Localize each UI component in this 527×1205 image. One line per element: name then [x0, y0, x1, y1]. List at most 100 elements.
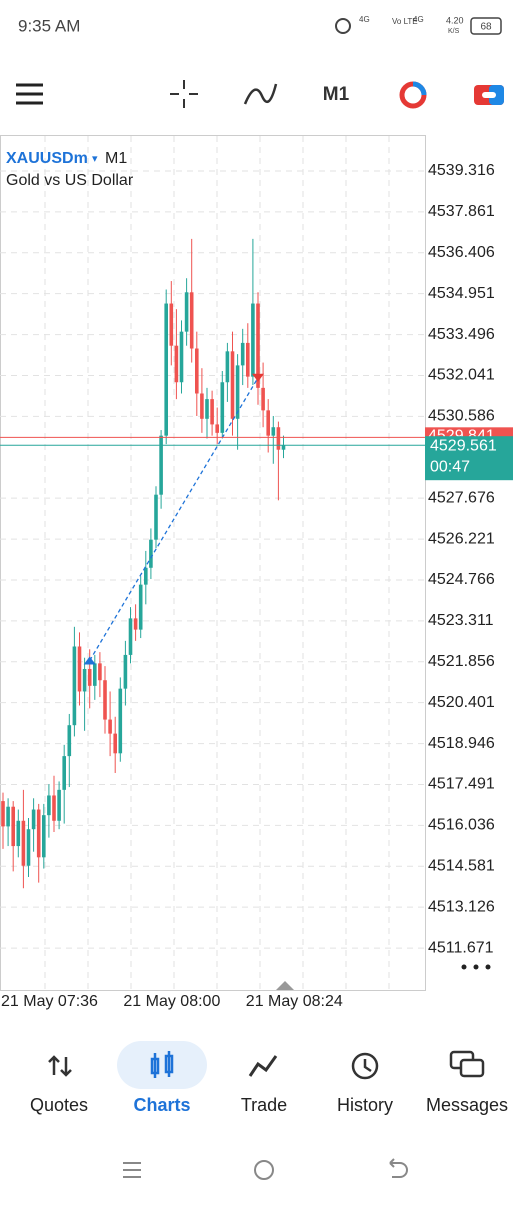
candle-body — [195, 348, 199, 394]
candle-body — [42, 815, 46, 858]
candle-body — [220, 382, 225, 433]
candle-body — [174, 345, 179, 383]
y-tick-label: 4533.496 — [428, 326, 495, 343]
y-tick-label: 4514.581 — [428, 858, 495, 875]
candle-body — [184, 292, 189, 332]
candle-body — [31, 809, 36, 830]
symbol[interactable]: XAUUSDm — [6, 150, 88, 167]
candle-body — [271, 427, 276, 436]
candle-body — [87, 668, 92, 686]
y-tick-label: 4530.586 — [428, 408, 495, 425]
chart-frame — [0, 135, 426, 991]
x-tick-label: 21 May 07:36 — [1, 993, 98, 1010]
trade-icon — [248, 1055, 278, 1077]
countdown: 00:47 — [430, 458, 470, 475]
symbol-dropdown[interactable]: ▾ — [92, 153, 98, 165]
more-dot[interactable] — [485, 964, 491, 970]
nav-tab[interactable]: History — [337, 1095, 393, 1115]
candle-body — [82, 668, 87, 692]
candle-body — [6, 806, 10, 827]
candle-body — [93, 663, 97, 686]
candle-body — [1, 801, 5, 827]
candle-body — [98, 663, 102, 681]
y-tick-label: 4537.861 — [428, 203, 495, 220]
chart-timeframe: M1 — [105, 150, 127, 167]
trade-accent — [489, 85, 504, 105]
candle-body — [108, 719, 112, 734]
history-hands — [363, 1059, 372, 1073]
candle-body — [225, 351, 230, 383]
buy-marker — [83, 656, 96, 665]
menu-button[interactable] — [16, 83, 43, 105]
nav-tab[interactable]: Charts — [133, 1095, 190, 1115]
messages-icon-2 — [459, 1058, 485, 1078]
history-icon — [351, 1052, 379, 1080]
candle-body — [149, 539, 153, 568]
y-tick-label: 4518.946 — [428, 735, 495, 752]
nav-tab[interactable]: Quotes — [30, 1095, 88, 1115]
net: Vo LTE — [392, 17, 418, 26]
candle-body — [72, 646, 77, 726]
y-tick-label: 4511.671 — [428, 939, 494, 956]
sell-marker — [252, 373, 264, 382]
more-dot[interactable] — [461, 964, 467, 970]
candle-body — [128, 618, 133, 655]
y-tick-label: 4521.856 — [428, 653, 495, 670]
candle-body — [47, 795, 51, 816]
candle-body — [251, 303, 255, 377]
x-tick-label: 21 May 08:24 — [246, 993, 343, 1010]
bid-label-box — [425, 436, 513, 481]
timeframe-button[interactable]: M1 — [323, 84, 350, 105]
y-tick-label: 4523.311 — [428, 612, 494, 629]
y-tick-label: 4527.676 — [428, 489, 495, 506]
objects-accent — [412, 81, 427, 96]
nav-tab[interactable]: Messages — [426, 1095, 508, 1115]
candle-body — [189, 292, 194, 349]
candle-body — [159, 435, 163, 495]
battery — [470, 17, 502, 35]
crosshair-button[interactable] — [170, 80, 198, 108]
candle-body — [256, 303, 260, 388]
candle-body — [164, 303, 168, 436]
y-tick-label: 4520.401 — [428, 694, 495, 711]
candle-body — [123, 654, 128, 689]
candle-body — [240, 342, 245, 366]
candle-body — [118, 688, 123, 754]
candle-body — [16, 820, 21, 847]
candle-body — [57, 789, 61, 821]
net: 4G — [413, 15, 424, 24]
candle-body — [144, 567, 148, 585]
candle-body — [276, 427, 281, 450]
scroll-marker[interactable] — [276, 981, 294, 990]
candle-body — [77, 646, 82, 692]
candle-body — [138, 584, 143, 630]
candle-body — [52, 795, 56, 821]
nav-tab[interactable]: Trade — [241, 1095, 287, 1115]
candle-body — [21, 820, 26, 866]
quotes-icon — [48, 1055, 72, 1077]
candle-body — [169, 303, 174, 346]
y-tick-label: 4513.126 — [428, 898, 495, 915]
speed-unit: K/S — [448, 28, 460, 35]
net: 4G — [359, 15, 370, 24]
y-tick-label: 4536.406 — [428, 244, 495, 261]
candle-body — [230, 351, 235, 419]
y-tick-label: 4526.221 — [428, 530, 495, 547]
candle-body — [103, 680, 107, 720]
candle-body — [215, 424, 219, 433]
candle-body — [210, 399, 214, 425]
candle-body — [200, 393, 204, 419]
candle-body — [246, 342, 250, 377]
candle-body — [62, 756, 66, 790]
candle-body — [154, 494, 158, 540]
more-dot[interactable] — [473, 964, 479, 970]
speed: 4.20 — [446, 15, 464, 25]
alarm-icon — [335, 18, 351, 34]
battery-level: 68 — [480, 22, 492, 33]
candle-body — [11, 806, 15, 847]
candle-body — [133, 618, 138, 630]
chart — [0, 135, 426, 991]
candle-body — [179, 331, 184, 383]
indicators-button[interactable] — [243, 83, 278, 105]
